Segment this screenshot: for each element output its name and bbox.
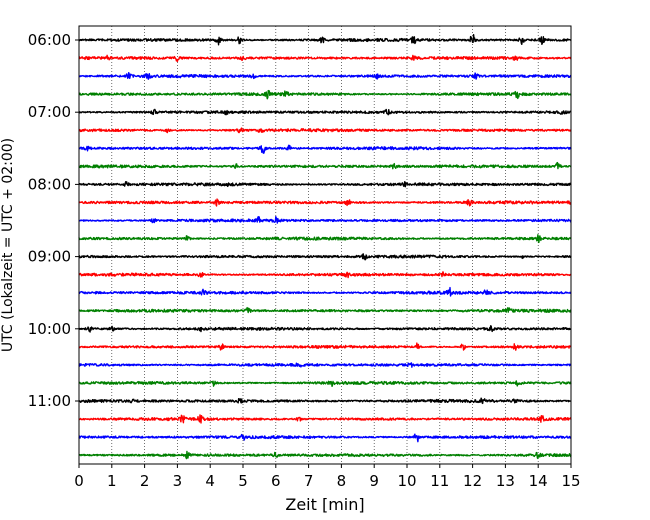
trace-0815 (78, 198, 572, 207)
trace-0930 (78, 286, 572, 297)
x-axis-title: Zeit [min] (285, 495, 364, 514)
x-tick-label: 4 (205, 472, 215, 490)
trace-0800 (78, 180, 572, 188)
x-tick-label: 1 (107, 472, 117, 490)
trace-0615 (78, 54, 572, 63)
trace-0645 (78, 89, 572, 100)
x-tick-label: 5 (238, 472, 248, 490)
y-axis-ticks: 06:00 07:00 08:00 09:00 10:00 11:00 (28, 31, 79, 410)
x-tick-label: 0 (74, 472, 84, 490)
trace-1115 (78, 414, 572, 424)
trace-0730 (78, 144, 572, 154)
y-tick-label: 06:00 (28, 31, 71, 49)
plot-frame (78, 25, 572, 465)
y-tick-label: 07:00 (28, 103, 71, 121)
trace-1145 (78, 450, 572, 460)
y-tick-label: 08:00 (28, 175, 71, 193)
x-tick-label: 8 (337, 472, 347, 490)
trace-0745 (78, 161, 572, 170)
x-tick-label: 2 (140, 472, 150, 490)
x-tick-label: 3 (173, 472, 183, 490)
x-tick-label: 11 (430, 472, 449, 490)
trace-0845 (78, 234, 572, 244)
x-tick-label: 7 (304, 472, 314, 490)
trace-0945 (78, 306, 572, 314)
x-tick-label: 10 (397, 472, 416, 490)
x-tick-label: 6 (271, 472, 281, 490)
x-tick-label: 9 (369, 472, 379, 490)
trace-0915 (78, 271, 572, 279)
x-tick-label: 13 (496, 472, 515, 490)
trace-0700 (78, 108, 572, 116)
seismogram-traces (78, 33, 572, 460)
x-tick-label: 12 (463, 472, 482, 490)
x-tick-label: 15 (561, 472, 580, 490)
trace-0600 (78, 33, 572, 46)
x-tick-label: 14 (529, 472, 548, 490)
y-axis-title: UTC (Lokalzeit = UTC + 02:00) (0, 138, 16, 352)
trace-1130 (78, 433, 572, 443)
trace-1030 (78, 362, 572, 368)
y-tick-label: 10:00 (28, 320, 71, 338)
y-tick-label: 09:00 (28, 248, 71, 266)
trace-0900 (78, 253, 572, 261)
trace-1100 (78, 397, 572, 405)
x-axis-ticks: 0 1 2 3 4 5 6 7 8 9 10 11 12 13 14 15 (74, 464, 581, 490)
vertical-grid-lines (111, 26, 539, 464)
trace-1000 (78, 325, 572, 333)
trace-0715 (78, 127, 572, 134)
y-tick-label: 11:00 (28, 392, 71, 410)
trace-0830 (78, 215, 572, 224)
trace-1045 (78, 380, 572, 388)
trace-1015 (78, 342, 572, 351)
trace-0630 (78, 71, 572, 80)
